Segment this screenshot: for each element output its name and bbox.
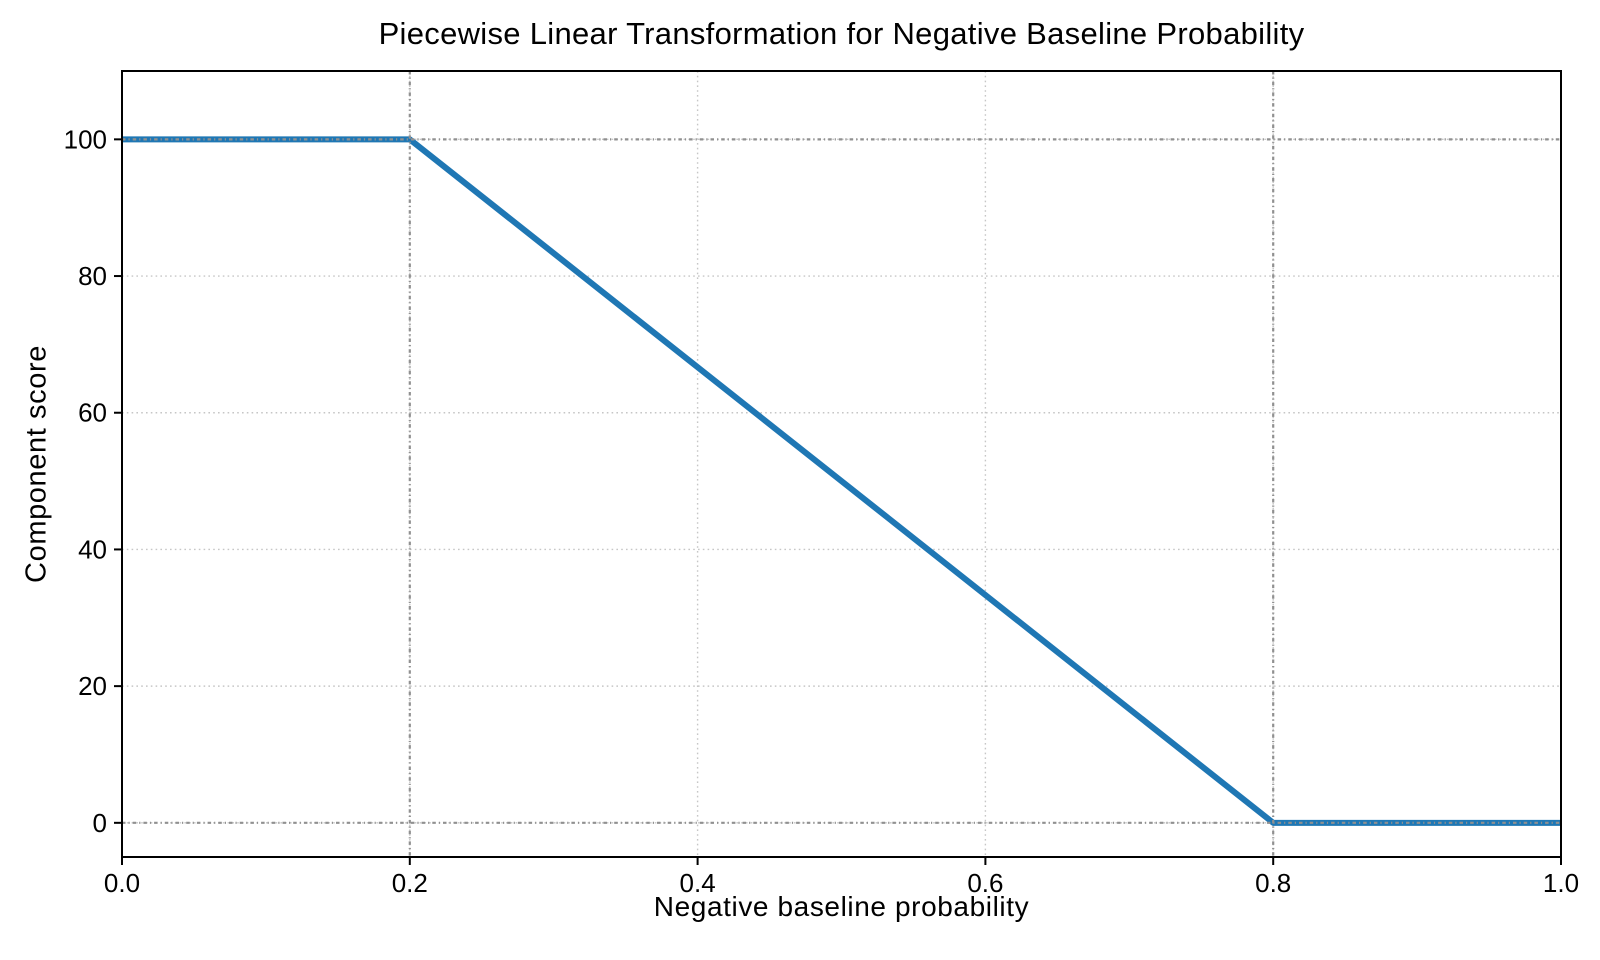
- y-tick-label: 20: [78, 671, 107, 701]
- y-tick-label: 0: [93, 808, 107, 838]
- y-tick-label: 40: [78, 534, 107, 564]
- axes-spines: [121, 70, 1562, 858]
- axis-ticks: 0.0 0.2 0.4 0.6 0.8 1.0 0 20 40 60 80 100: [64, 124, 1579, 898]
- y-tick-label: 60: [78, 398, 107, 428]
- data-series: [122, 136, 1561, 826]
- x-tick-label: 0.0: [104, 868, 140, 898]
- y-tick-label: 100: [64, 124, 107, 154]
- x-tick-label: 0.8: [1255, 868, 1291, 898]
- x-tick-label: 0.2: [392, 868, 428, 898]
- reference-lines: [122, 71, 1561, 857]
- piecewise-transformation: [122, 136, 1561, 826]
- x-axis-label: Negative baseline probability: [653, 891, 1030, 922]
- x-tick-label: 0.6: [967, 868, 1003, 898]
- x-tick-label: 1.0: [1543, 868, 1579, 898]
- chart-title: Piecewise Linear Transformation for Nega…: [378, 16, 1305, 51]
- y-tick-label: 80: [78, 261, 107, 291]
- gridlines: [121, 71, 1562, 857]
- x-tick-label: 0.4: [680, 868, 716, 898]
